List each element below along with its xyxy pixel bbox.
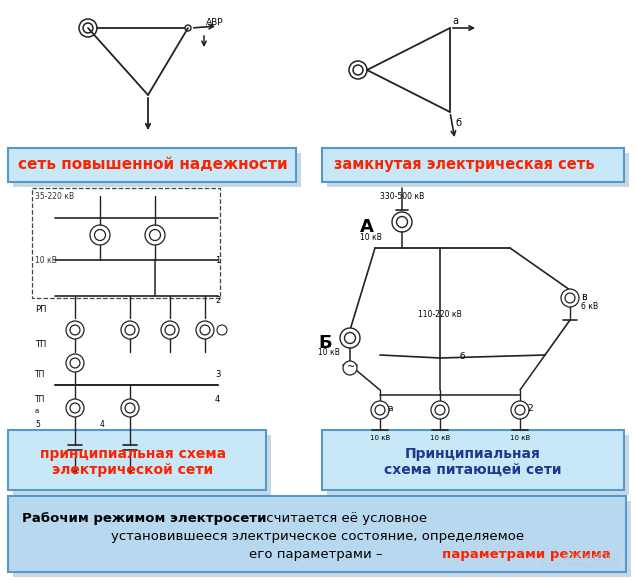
Text: А: А — [360, 218, 374, 236]
Text: ~: ~ — [347, 362, 355, 372]
Text: 4: 4 — [100, 420, 105, 429]
Text: 1: 1 — [215, 256, 220, 265]
Text: 110-220 кВ: 110-220 кВ — [418, 310, 462, 319]
FancyBboxPatch shape — [13, 501, 631, 577]
Circle shape — [349, 61, 367, 79]
Circle shape — [145, 225, 165, 245]
Text: 10 кВ: 10 кВ — [430, 435, 450, 441]
Circle shape — [561, 289, 579, 307]
Circle shape — [79, 19, 97, 37]
Circle shape — [392, 212, 412, 232]
FancyBboxPatch shape — [327, 153, 629, 187]
FancyBboxPatch shape — [13, 153, 301, 187]
Text: 10 кВ: 10 кВ — [510, 435, 530, 441]
Circle shape — [196, 321, 214, 339]
Text: Принципиальная
схема питающей сети: Принципиальная схема питающей сети — [384, 447, 562, 477]
Text: 10 кВ: 10 кВ — [360, 233, 382, 242]
Text: 35-220 кВ: 35-220 кВ — [35, 192, 74, 201]
Text: intellect.icu: intellect.icu — [563, 552, 620, 562]
Circle shape — [66, 321, 84, 339]
Text: ТП: ТП — [35, 340, 46, 349]
Text: 10 кВ: 10 кВ — [370, 435, 391, 441]
Text: Рабочим режимом электросети: Рабочим режимом электросети — [22, 512, 266, 525]
Text: считается её условное: считается её условное — [262, 512, 427, 525]
Text: в: в — [581, 292, 587, 302]
Circle shape — [66, 399, 84, 417]
Text: 5: 5 — [35, 420, 40, 429]
FancyBboxPatch shape — [8, 496, 626, 572]
Circle shape — [161, 321, 179, 339]
Circle shape — [121, 321, 139, 339]
Text: АВР: АВР — [206, 18, 224, 27]
Text: 330-500 кВ: 330-500 кВ — [380, 192, 424, 201]
Text: 3: 3 — [215, 370, 221, 379]
Text: искусственный разум: искусственный разум — [539, 562, 620, 568]
FancyBboxPatch shape — [322, 148, 624, 182]
Text: 6 кВ: 6 кВ — [581, 302, 598, 311]
Text: б: б — [455, 118, 461, 128]
Text: параметрами режима: параметрами режима — [442, 548, 611, 561]
Text: ТП: ТП — [35, 370, 45, 379]
FancyBboxPatch shape — [327, 435, 629, 495]
Text: 2: 2 — [215, 296, 220, 305]
Text: а: а — [387, 404, 392, 413]
Circle shape — [371, 401, 389, 419]
FancyBboxPatch shape — [13, 435, 271, 495]
Circle shape — [217, 325, 227, 335]
FancyBboxPatch shape — [322, 430, 624, 490]
Text: 2: 2 — [527, 404, 532, 413]
Circle shape — [343, 361, 357, 375]
Text: Б: Б — [318, 334, 331, 352]
Circle shape — [121, 399, 139, 417]
Text: ТП: ТП — [35, 395, 45, 404]
Text: б: б — [460, 352, 466, 361]
Text: а: а — [452, 16, 458, 26]
Circle shape — [511, 401, 529, 419]
Bar — [32, 188, 220, 298]
Text: установившееся электрическое состояние, определяемое: установившееся электрическое состояние, … — [111, 530, 525, 543]
Text: замкнутая электрическая сеть: замкнутая электрическая сеть — [334, 157, 595, 172]
Text: сеть повышенной надежности: сеть повышенной надежности — [18, 157, 287, 172]
FancyBboxPatch shape — [8, 430, 266, 490]
Circle shape — [431, 401, 449, 419]
Text: 10 кВ: 10 кВ — [35, 256, 57, 265]
Circle shape — [340, 328, 360, 348]
Circle shape — [90, 225, 110, 245]
Circle shape — [66, 354, 84, 372]
Text: его параметрами –: его параметрами – — [249, 548, 387, 561]
Text: 4: 4 — [215, 395, 220, 404]
Text: 10 кВ: 10 кВ — [318, 348, 340, 357]
Circle shape — [185, 25, 191, 31]
Text: а: а — [35, 408, 39, 414]
Text: РП: РП — [35, 305, 46, 314]
FancyBboxPatch shape — [8, 148, 296, 182]
Text: принципиальная схема
электрической сети: принципиальная схема электрической сети — [40, 447, 226, 477]
